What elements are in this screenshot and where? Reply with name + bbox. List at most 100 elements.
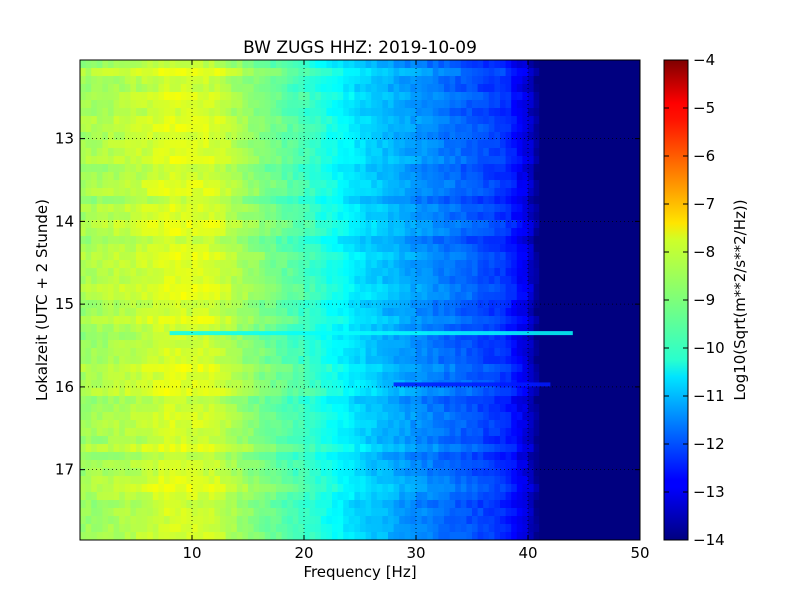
heatmap-cell (427, 364, 434, 373)
heatmap-cell (158, 100, 165, 109)
heatmap-cell (483, 180, 490, 189)
heatmap-cell (320, 84, 327, 93)
heatmap-cell (91, 364, 98, 373)
heatmap-cell (147, 348, 154, 357)
heatmap-cell (600, 444, 607, 453)
heatmap-cell (292, 332, 299, 341)
heatmap-cell (208, 100, 215, 109)
heatmap-cell (572, 132, 579, 141)
heatmap-cell (141, 60, 148, 69)
heatmap-cell (561, 60, 568, 69)
heatmap-cell (500, 420, 507, 429)
heatmap-cell (533, 180, 540, 189)
heatmap-cell (628, 76, 635, 85)
heatmap-cell (556, 164, 563, 173)
heatmap-cell (612, 108, 619, 117)
heatmap-cell (600, 252, 607, 261)
heatmap-cell (113, 100, 120, 109)
heatmap-cell (404, 196, 411, 205)
heatmap-cell (152, 300, 159, 309)
heatmap-cell (292, 108, 299, 117)
heatmap-cell (337, 204, 344, 213)
heatmap-cell (606, 292, 613, 301)
heatmap-cell (320, 68, 327, 77)
heatmap-cell (606, 444, 613, 453)
heatmap-cell (152, 148, 159, 157)
heatmap-cell (169, 444, 176, 453)
heatmap-cell (505, 340, 512, 349)
heatmap-cell (108, 324, 115, 333)
heatmap-cell (147, 76, 154, 85)
heatmap-cell (522, 84, 529, 93)
heatmap-cell (483, 300, 490, 309)
heatmap-cell (488, 164, 495, 173)
heatmap-cell (158, 284, 165, 293)
heatmap-cell (264, 180, 271, 189)
heatmap-cell (595, 308, 602, 317)
heatmap-cell (589, 396, 596, 405)
heatmap-cell (186, 212, 193, 221)
heatmap-cell (197, 348, 204, 357)
heatmap-cell (186, 316, 193, 325)
heatmap-cell (259, 196, 266, 205)
heatmap-cell (628, 372, 635, 381)
heatmap-cell (567, 372, 574, 381)
heatmap-cell (304, 76, 311, 85)
heatmap-cell (578, 220, 585, 229)
heatmap-cell (343, 292, 350, 301)
heatmap-cell (472, 292, 479, 301)
heatmap-cell (108, 364, 115, 373)
heatmap-cell (455, 436, 462, 445)
heatmap-cell (578, 268, 585, 277)
heatmap-cell (483, 444, 490, 453)
heatmap-cell (578, 452, 585, 461)
heatmap-cell (444, 420, 451, 429)
heatmap-cell (572, 260, 579, 269)
heatmap-cell (326, 148, 333, 157)
heatmap-cell (119, 68, 126, 77)
heatmap-cell (169, 284, 176, 293)
heatmap-cell (203, 140, 210, 149)
heatmap-cell (544, 68, 551, 77)
heatmap-cell (102, 420, 109, 429)
heatmap-cell (80, 356, 87, 365)
heatmap-cell (259, 252, 266, 261)
heatmap-cell (225, 84, 232, 93)
heatmap-cell (119, 132, 126, 141)
heatmap-cell (208, 68, 215, 77)
heatmap-cell (309, 124, 316, 133)
heatmap-cell (169, 164, 176, 173)
heatmap-cell (102, 412, 109, 421)
heatmap-cell (438, 324, 445, 333)
heatmap-cell (539, 188, 546, 197)
heatmap-cell (337, 292, 344, 301)
heatmap-cell (354, 164, 361, 173)
heatmap-cell (281, 212, 288, 221)
heatmap-cell (371, 284, 378, 293)
heatmap-cell (169, 188, 176, 197)
heatmap-cell (505, 404, 512, 413)
heatmap-cell (102, 356, 109, 365)
heatmap-cell (567, 292, 574, 301)
heatmap-cell (326, 452, 333, 461)
heatmap-cell (556, 68, 563, 77)
heatmap-cell (432, 348, 439, 357)
heatmap-cell (309, 148, 316, 157)
heatmap-cell (248, 396, 255, 405)
heatmap-cell (80, 276, 87, 285)
heatmap-cell (320, 348, 327, 357)
heatmap-cell (460, 92, 467, 101)
heatmap-cell (220, 252, 227, 261)
heatmap-cell (371, 276, 378, 285)
heatmap-cell (393, 276, 400, 285)
heatmap-cell (556, 260, 563, 269)
heatmap-cell (449, 260, 456, 269)
heatmap-cell (96, 132, 103, 141)
heatmap-cell (617, 420, 624, 429)
heatmap-cell (488, 100, 495, 109)
heatmap-cell (438, 172, 445, 181)
heatmap-cell (242, 228, 249, 237)
heatmap-cell (343, 396, 350, 405)
heatmap-cell (141, 428, 148, 437)
heatmap-cell (80, 348, 87, 357)
